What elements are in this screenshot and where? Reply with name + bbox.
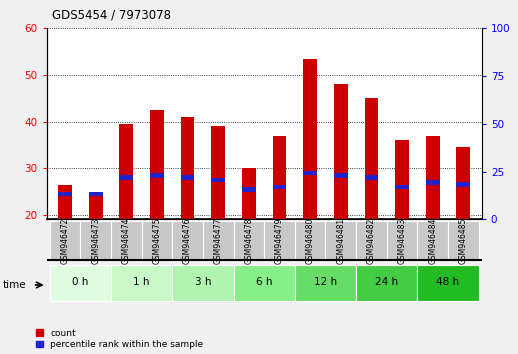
- Bar: [58, 184, 72, 219]
- Bar: [448, 221, 479, 260]
- Bar: [303, 59, 317, 219]
- Bar: [418, 265, 479, 301]
- Bar: [325, 221, 356, 260]
- Text: 24 h: 24 h: [375, 277, 398, 287]
- Bar: [295, 265, 356, 301]
- Text: 1 h: 1 h: [133, 277, 150, 287]
- Bar: [242, 187, 256, 192]
- Bar: [181, 117, 194, 219]
- Bar: [426, 136, 440, 219]
- Bar: [181, 175, 194, 180]
- Text: GSM946482: GSM946482: [367, 218, 376, 264]
- Text: time: time: [3, 280, 26, 290]
- Text: GSM946485: GSM946485: [459, 217, 468, 264]
- Bar: [111, 265, 172, 301]
- Text: GSM946476: GSM946476: [183, 217, 192, 264]
- Bar: [456, 147, 470, 219]
- Text: GSM946484: GSM946484: [428, 217, 437, 264]
- Bar: [172, 265, 234, 301]
- Bar: [264, 221, 295, 260]
- Bar: [418, 221, 448, 260]
- Text: 0 h: 0 h: [72, 277, 89, 287]
- Bar: [89, 192, 103, 219]
- Bar: [211, 126, 225, 219]
- Bar: [89, 192, 103, 196]
- Bar: [80, 221, 111, 260]
- Bar: [272, 184, 286, 189]
- Text: GSM946478: GSM946478: [244, 217, 253, 264]
- Text: GDS5454 / 7973078: GDS5454 / 7973078: [52, 9, 171, 22]
- Text: 48 h: 48 h: [437, 277, 459, 287]
- Bar: [119, 175, 133, 180]
- Bar: [272, 136, 286, 219]
- Text: GSM946474: GSM946474: [122, 217, 131, 264]
- Bar: [150, 173, 164, 177]
- Text: GSM946473: GSM946473: [91, 217, 100, 264]
- Bar: [172, 221, 203, 260]
- Bar: [303, 171, 317, 175]
- Bar: [426, 180, 440, 184]
- Text: 6 h: 6 h: [256, 277, 272, 287]
- Bar: [365, 98, 378, 219]
- Text: GSM946475: GSM946475: [152, 217, 162, 264]
- Bar: [334, 84, 348, 219]
- Text: 12 h: 12 h: [314, 277, 337, 287]
- Text: GSM946483: GSM946483: [398, 217, 407, 264]
- Bar: [395, 184, 409, 189]
- Bar: [356, 221, 387, 260]
- Text: GSM946477: GSM946477: [214, 217, 223, 264]
- Bar: [365, 175, 378, 180]
- Bar: [242, 168, 256, 219]
- Text: 3 h: 3 h: [195, 277, 211, 287]
- Bar: [234, 265, 295, 301]
- Bar: [356, 265, 418, 301]
- Bar: [111, 221, 141, 260]
- Bar: [141, 221, 172, 260]
- Bar: [150, 110, 164, 219]
- Text: GSM946479: GSM946479: [275, 217, 284, 264]
- Text: GSM946481: GSM946481: [336, 218, 346, 264]
- Bar: [203, 221, 234, 260]
- Text: GSM946480: GSM946480: [306, 217, 314, 264]
- Bar: [50, 265, 111, 301]
- Bar: [58, 192, 72, 196]
- Legend: count, percentile rank within the sample: count, percentile rank within the sample: [36, 329, 203, 349]
- Text: GSM946472: GSM946472: [61, 217, 69, 264]
- Bar: [395, 140, 409, 219]
- Bar: [211, 177, 225, 182]
- Bar: [234, 221, 264, 260]
- Bar: [387, 221, 418, 260]
- Bar: [50, 221, 80, 260]
- Bar: [295, 221, 325, 260]
- Bar: [119, 124, 133, 219]
- Bar: [456, 182, 470, 187]
- Bar: [334, 173, 348, 177]
